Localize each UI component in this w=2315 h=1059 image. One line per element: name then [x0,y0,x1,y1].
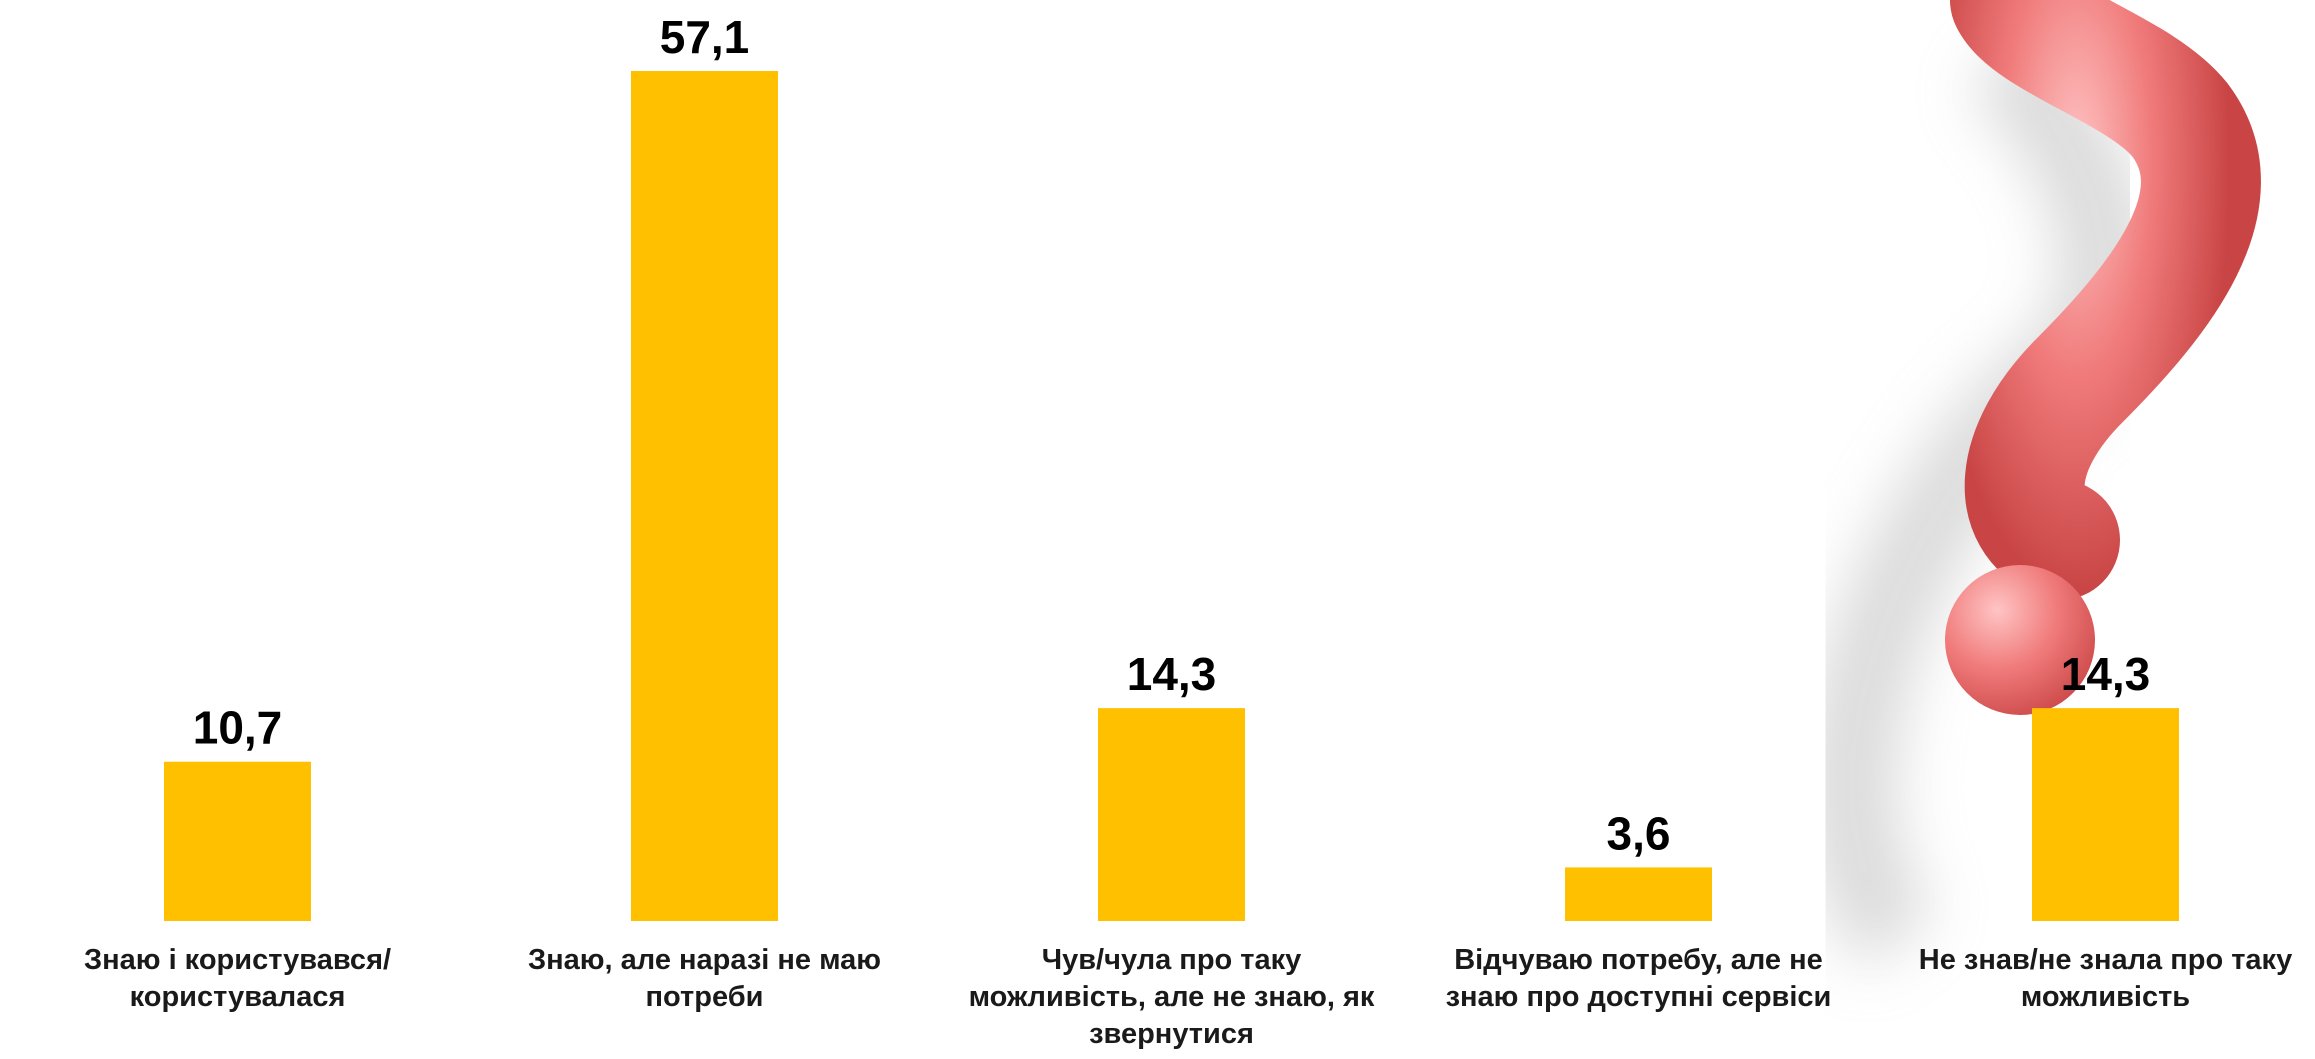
category-label: Чув/чула про таку можливість, але не зна… [968,944,1375,1050]
value-label: 57,1 [660,11,750,63]
bar [1098,708,1245,921]
bar [2032,708,2179,921]
bar [1565,867,1712,921]
value-label: 10,7 [193,702,283,754]
value-label: 14,3 [1127,648,1217,700]
bar [631,71,778,921]
question-mark-decoration [1806,0,2261,970]
category-label: Відчуваю потребу, але не знаю про доступ… [1445,944,1832,1013]
value-label: 3,6 [1607,807,1671,859]
category-label: Знаю і користувався/користувалася [83,944,392,1013]
category-label: Знаю, але наразі не маю потреби [527,944,882,1013]
value-label: 14,3 [2061,648,2151,700]
category-label: Не знав/не знала про таку можливість [1918,944,2293,1013]
bar [164,761,311,921]
